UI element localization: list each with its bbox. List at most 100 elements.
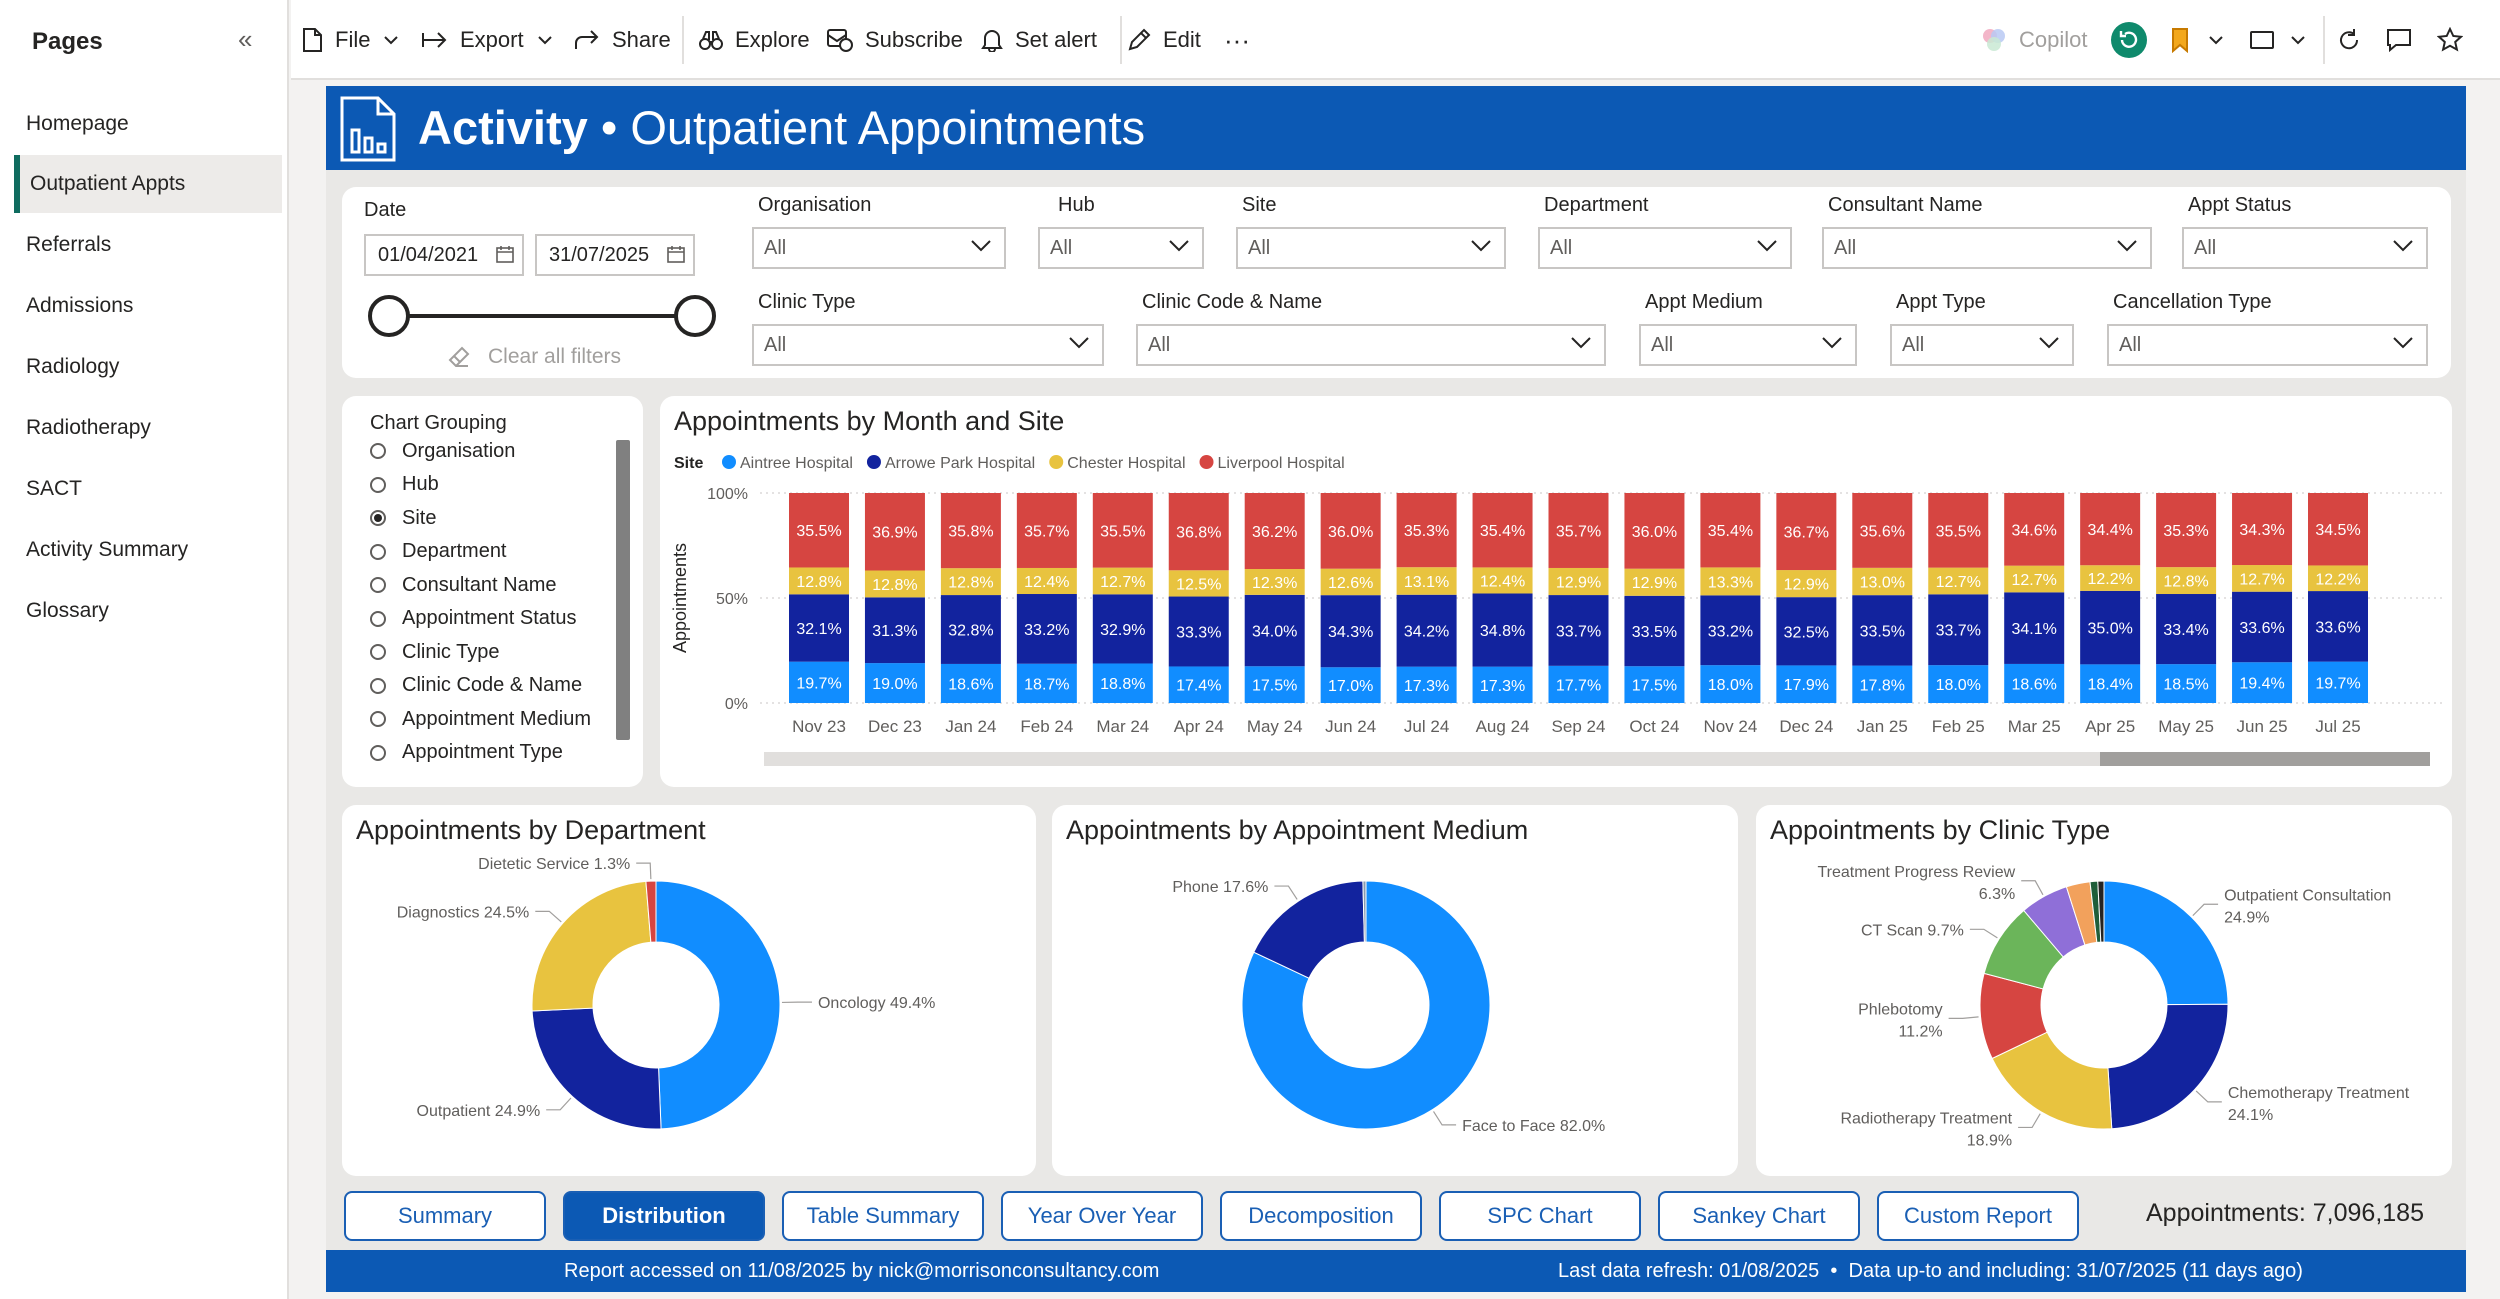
- radio-button[interactable]: [370, 711, 386, 727]
- bar-segment[interactable]: [864, 570, 925, 598]
- bar-segment[interactable]: [1472, 666, 1533, 703]
- bar-segment[interactable]: [1548, 595, 1609, 666]
- bar-segment[interactable]: [2308, 493, 2368, 566]
- grouping-option[interactable]: Consultant Name: [370, 570, 557, 600]
- appt-medium-dropdown[interactable]: All: [1639, 324, 1857, 366]
- radio-button[interactable]: [370, 744, 386, 761]
- bar-segment[interactable]: [940, 568, 1001, 596]
- bar-segment[interactable]: [940, 595, 1001, 664]
- date-slider-handle-end[interactable]: [674, 295, 716, 337]
- donut-slice[interactable]: [531, 1007, 662, 1130]
- bar-segment[interactable]: [2308, 591, 2368, 662]
- bar-segment[interactable]: [2308, 661, 2368, 703]
- bar-segment[interactable]: [1244, 594, 1305, 667]
- subscribe-button[interactable]: Subscribe: [827, 0, 963, 80]
- page-item-admissions[interactable]: Admissions: [26, 294, 134, 317]
- bar-segment[interactable]: [1396, 594, 1457, 667]
- grouping-option[interactable]: Organisation: [370, 436, 515, 466]
- bar-segment[interactable]: [940, 663, 1001, 703]
- calendar-icon[interactable]: [667, 245, 685, 263]
- nav-decomposition-button[interactable]: Decomposition: [1220, 1191, 1422, 1241]
- grouping-option[interactable]: Clinic Code & Name: [370, 671, 582, 701]
- bar-segment[interactable]: [1320, 595, 1381, 668]
- page-item-activity-summary[interactable]: Activity Summary: [26, 538, 189, 561]
- donut-slice[interactable]: [2103, 880, 2229, 1006]
- bar-segment[interactable]: [1472, 567, 1533, 594]
- appt-status-dropdown[interactable]: All: [2182, 227, 2428, 269]
- bar-segment[interactable]: [1092, 594, 1153, 664]
- grouping-option[interactable]: Appointment Status: [370, 604, 577, 634]
- hub-dropdown[interactable]: All: [1038, 227, 1204, 269]
- page-item-glossary[interactable]: Glossary: [26, 599, 109, 622]
- bar-segment[interactable]: [1776, 570, 1837, 598]
- page-item-sact[interactable]: SACT: [26, 477, 83, 500]
- chart-scrollbar-thumb[interactable]: [2100, 752, 2430, 766]
- comments-button[interactable]: [2386, 0, 2424, 80]
- page-item-referrals[interactable]: Referrals: [26, 233, 112, 256]
- donut-slice[interactable]: [531, 880, 652, 1012]
- bar-segment[interactable]: [1548, 493, 1609, 568]
- cancellation-type-dropdown[interactable]: All: [2107, 324, 2428, 366]
- bar-segment[interactable]: [2080, 590, 2141, 665]
- legend-label[interactable]: Chester Hospital: [1067, 455, 1185, 472]
- bar-segment[interactable]: [1396, 666, 1457, 703]
- bar-segment[interactable]: [1928, 665, 1989, 703]
- nav-table-summary-button[interactable]: Table Summary: [782, 1191, 984, 1241]
- bar-segment[interactable]: [1092, 567, 1153, 595]
- explore-button[interactable]: Explore: [699, 0, 810, 80]
- bar-segment[interactable]: [864, 597, 925, 664]
- bar-segment[interactable]: [1168, 570, 1229, 597]
- refresh-button[interactable]: [2337, 0, 2373, 80]
- bar-segment[interactable]: [2080, 493, 2141, 566]
- bar-segment[interactable]: [1624, 666, 1685, 703]
- bar-segment[interactable]: [1244, 493, 1305, 570]
- bar-segment[interactable]: [2308, 565, 2368, 592]
- department-dropdown[interactable]: All: [1538, 227, 1792, 269]
- bar-segment[interactable]: [789, 567, 849, 595]
- bar-segment[interactable]: [1624, 493, 1685, 569]
- bar-segment[interactable]: [1092, 493, 1153, 568]
- chart-scrollbar-track[interactable]: [764, 752, 2430, 766]
- radio-button[interactable]: [370, 677, 386, 694]
- nav-summary-button[interactable]: Summary: [344, 1191, 546, 1241]
- edit-button[interactable]: Edit: [1127, 0, 1201, 80]
- bar-segment[interactable]: [2232, 662, 2293, 703]
- donut-slice[interactable]: [645, 880, 657, 943]
- bar-segment[interactable]: [1700, 493, 1761, 568]
- bar-segment[interactable]: [1472, 593, 1533, 667]
- bar-segment[interactable]: [2080, 565, 2141, 591]
- bar-segment[interactable]: [1852, 567, 1913, 596]
- clinic-type-dropdown[interactable]: All: [752, 324, 1104, 366]
- clear-all-filters-button[interactable]: Clear all filters: [446, 344, 621, 370]
- donut-slice[interactable]: [1241, 880, 1491, 1130]
- collapse-icon[interactable]: «: [238, 24, 253, 54]
- bookmark-menu[interactable]: [2171, 0, 2235, 80]
- bar-segment[interactable]: [1168, 493, 1229, 571]
- bar-segment[interactable]: [1776, 493, 1837, 571]
- bar-segment[interactable]: [2004, 592, 2065, 664]
- bar-segment[interactable]: [1168, 596, 1229, 667]
- bar-segment[interactable]: [1016, 493, 1077, 568]
- nav-distribution-button[interactable]: Distribution: [563, 1191, 765, 1241]
- set-alert-button[interactable]: Set alert: [981, 0, 1097, 80]
- date-slider-track[interactable]: [387, 314, 697, 318]
- bar-segment[interactable]: [1244, 569, 1305, 595]
- radio-button[interactable]: [370, 644, 386, 660]
- grouping-option[interactable]: Hub: [370, 470, 439, 500]
- bar-segment[interactable]: [1016, 594, 1077, 664]
- clinic-code-dropdown[interactable]: All: [1136, 324, 1606, 366]
- bar-segment[interactable]: [2156, 664, 2217, 703]
- bar-segment[interactable]: [2232, 591, 2293, 663]
- site-dropdown[interactable]: All: [1236, 227, 1506, 269]
- grouping-option[interactable]: Appointment Type: [370, 738, 563, 768]
- bar-segment[interactable]: [1168, 666, 1229, 703]
- refresh-visuals-button[interactable]: [2110, 0, 2160, 80]
- bar-segment[interactable]: [2232, 493, 2293, 566]
- view-menu[interactable]: [2249, 0, 2317, 80]
- bar-segment[interactable]: [2004, 493, 2065, 566]
- bar-segment[interactable]: [1928, 567, 1989, 595]
- bar-segment[interactable]: [2156, 594, 2217, 665]
- grouping-option[interactable]: Department: [370, 537, 507, 567]
- bar-segment[interactable]: [2232, 565, 2293, 592]
- bar-segment[interactable]: [1624, 568, 1685, 596]
